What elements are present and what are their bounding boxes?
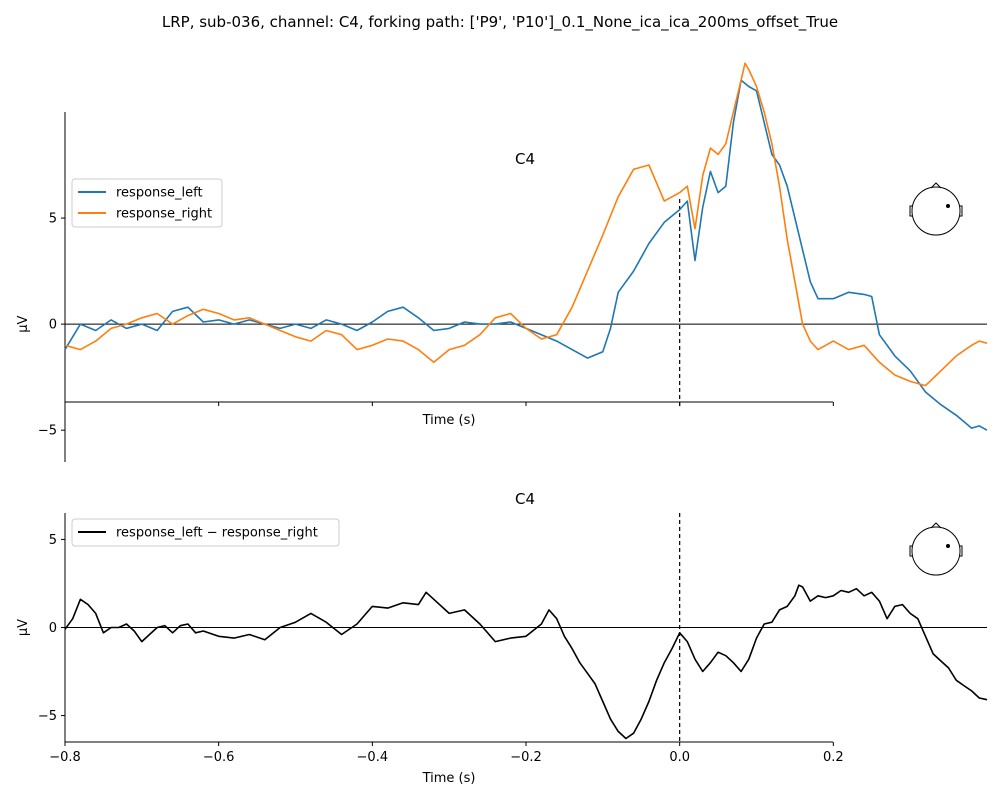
y-axis-label: µV (16, 315, 31, 332)
panel-title: C4 (515, 150, 535, 168)
y-tick-label: −5 (38, 709, 57, 724)
series-line-response-left-response-right (64, 584, 988, 740)
x-tick-label: 0.2 (823, 750, 844, 765)
legend: response_left − response_right (71, 518, 340, 547)
panel-2: −5 0 5 −0.8 −0.6 −0.4 −0.2 0.0 0.2 Time (s) µV C4 re… (16, 490, 988, 786)
panel-1: −5 0 5 Time (s) µV C4 response_left response_ri… (16, 62, 988, 462)
figure-title: LRP, sub-036, channel: C4, forking path:… (162, 13, 838, 32)
series-line-response-right (64, 62, 988, 387)
y-tick-label: 5 (49, 212, 57, 227)
right-ear (960, 205, 963, 217)
legend-box (71, 178, 223, 228)
left-ear (909, 205, 912, 217)
x-tick-label: −0.4 (357, 750, 389, 765)
nose (930, 522, 942, 529)
legend-box (71, 518, 340, 547)
x-tick-label: −0.6 (203, 750, 235, 765)
head-outline (911, 526, 961, 576)
y-tick-label: −5 (38, 424, 57, 439)
sensor-dot-C4 (946, 544, 950, 548)
left-ear (909, 545, 912, 557)
x-tick-label: −0.2 (510, 750, 542, 765)
series-line-response-left (64, 79, 988, 431)
x-tick-label: 0.0 (669, 750, 690, 765)
sensor-head-inset (909, 522, 963, 576)
panel-title: C4 (515, 490, 535, 508)
head-outline (911, 186, 961, 236)
x-axis-label: Time (s) (422, 413, 476, 428)
legend-label: response_left (116, 186, 203, 201)
legend-label: response_left − response_right (116, 526, 318, 541)
x-axis-label: Time (s) (422, 771, 476, 786)
nose (930, 182, 942, 189)
legend-label: response_right (116, 207, 212, 222)
sensor-head-inset (909, 182, 963, 236)
y-axis-label: µV (16, 619, 31, 636)
sensor-dot-C4 (946, 204, 950, 208)
y-tick-label: 0 (49, 318, 57, 333)
right-ear (960, 545, 963, 557)
legend: response_left response_right (71, 178, 223, 228)
y-tick-label: 5 (49, 533, 57, 548)
y-tick-label: 0 (49, 621, 57, 636)
x-tick-label: −0.8 (49, 750, 81, 765)
